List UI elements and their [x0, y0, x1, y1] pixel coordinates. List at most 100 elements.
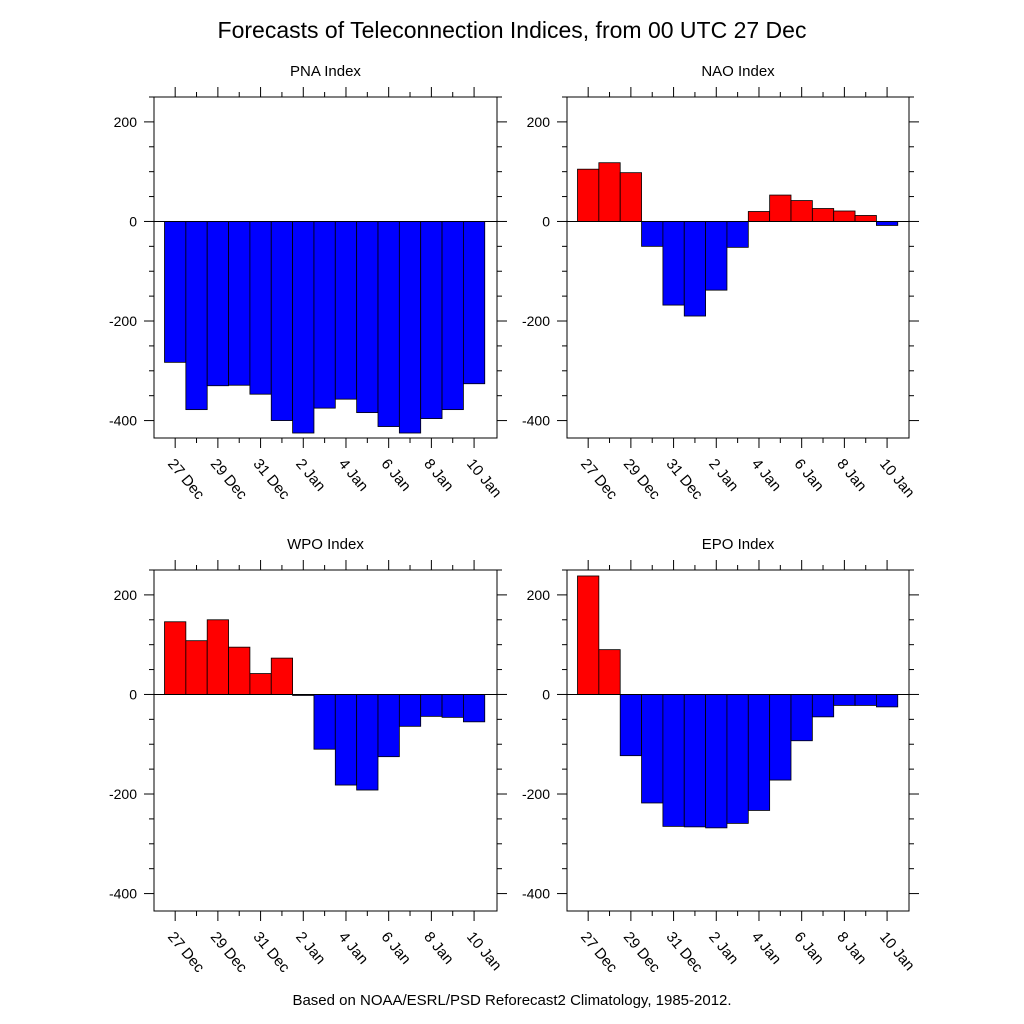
wpo-bar [185, 640, 208, 695]
epo-bar [854, 694, 877, 706]
wpo-ytick-label: 200 [114, 587, 138, 603]
pna-xtick-label: 31 Dec [250, 456, 294, 504]
wpo-bar [441, 694, 464, 718]
nao-bar [683, 221, 707, 317]
pna-ytick-label: 0 [129, 213, 137, 229]
epo-xtick-label: 29 Dec [620, 929, 664, 977]
wpo-xtick-label: 31 Dec [250, 929, 294, 977]
nao-xtick-label: 8 Jan [833, 456, 870, 495]
wpo-bar [249, 673, 272, 695]
pna-title: PNA Index [290, 63, 361, 80]
epo-bar [662, 694, 685, 827]
nao-title: NAO Index [701, 63, 775, 80]
wpo-bar [420, 694, 443, 717]
wpo-xtick-label: 29 Dec [207, 929, 251, 977]
nao-xtick-label: 2 Jan [705, 456, 742, 495]
pna-bar [462, 221, 486, 385]
pna-xtick-label: 4 Jan [335, 456, 372, 495]
pna-ytick-label: -400 [109, 413, 137, 429]
epo-xtick-label: 6 Jan [791, 929, 828, 968]
wpo-bar [228, 646, 251, 695]
epo-bar [747, 694, 771, 811]
epo-title: EPO Index [702, 536, 775, 553]
wpo-bar [462, 694, 486, 723]
footer-note: Based on NOAA/ESRL/PSD Reforecast2 Clima… [292, 992, 732, 1009]
epo-xtick-label: 10 Jan [876, 929, 918, 974]
pna-bar [441, 221, 464, 411]
pna-bar [249, 221, 272, 395]
pna-xtick-label: 2 Jan [292, 456, 329, 495]
nao-xtick-label: 4 Jan [748, 456, 785, 495]
wpo-xtick-label: 10 Jan [463, 929, 505, 974]
pna-xtick-label: 8 Jan [420, 456, 457, 495]
wpo-bar [356, 694, 379, 791]
wpo-frame [153, 569, 498, 912]
nao-xtick-label: 6 Jan [791, 456, 828, 495]
main-title: Forecasts of Teleconnection Indices, fro… [217, 17, 807, 43]
wpo-xtick-label: 27 Dec [164, 929, 208, 977]
epo-xtick-label: 31 Dec [663, 929, 707, 977]
wpo-bar [377, 694, 400, 758]
pna-bar [228, 221, 251, 386]
nao-xtick-label: 27 Dec [577, 456, 621, 504]
nao-bar [811, 208, 835, 222]
pna-xtick-label: 27 Dec [164, 456, 208, 504]
epo-ytick-label: 200 [527, 587, 551, 603]
nao-bar [876, 221, 899, 226]
wpo-bar [206, 619, 229, 695]
pna-frame [153, 96, 498, 439]
pna-bar [270, 221, 294, 421]
nao-bar [705, 221, 728, 291]
nao-ytick-label: 200 [527, 114, 551, 130]
epo-bar [705, 694, 728, 829]
pna-bar [420, 221, 443, 419]
wpo-title: WPO Index [287, 536, 364, 553]
pna-bar [206, 221, 229, 387]
pna-xtick-label: 10 Jan [463, 456, 505, 501]
nao-ytick-label: -200 [522, 313, 550, 329]
pna-bar [334, 221, 358, 400]
pna-bar [398, 221, 422, 434]
wpo-ytick-label: -400 [109, 886, 137, 902]
nao-bar [598, 162, 621, 222]
nao-bar [833, 210, 856, 222]
pna-ytick-label: 200 [114, 114, 138, 130]
epo-xtick-label: 27 Dec [577, 929, 621, 977]
pna-chart: PNA Index 200 0 -200 -400 27 Dec 29 Dec 31 Dec 2… [109, 63, 507, 503]
wpo-bar [270, 657, 294, 695]
nao-frame [566, 96, 910, 439]
nao-xtick-label: 31 Dec [663, 456, 707, 504]
nao-bar [726, 221, 749, 248]
nao-bar [641, 221, 664, 247]
nao-bar [769, 194, 792, 222]
epo-bar [577, 575, 600, 695]
nao-bar [577, 168, 600, 222]
wpo-bar [398, 694, 422, 727]
wpo-bar [313, 694, 336, 750]
nao-chart: NAO Index 200 0 -200 -400 27 Dec 29 Dec 31 Dec 2… [522, 63, 919, 503]
wpo-xtick-label: 4 Jan [335, 929, 372, 968]
wpo-bar [164, 621, 187, 695]
pna-xtick-label: 29 Dec [207, 456, 251, 504]
epo-bar [811, 694, 835, 718]
nao-ytick-label: -400 [522, 413, 550, 429]
wpo-xtick-label: 6 Jan [378, 929, 415, 968]
pna-bar [185, 221, 208, 411]
pna-bar [377, 221, 400, 427]
wpo-ytick-label: 0 [129, 686, 137, 702]
epo-ytick-label: -400 [522, 886, 550, 902]
epo-bar [683, 694, 707, 828]
pna-bar [356, 221, 379, 414]
nao-bar [854, 215, 877, 222]
wpo-xtick-label: 8 Jan [420, 929, 457, 968]
nao-ytick-label: 0 [542, 213, 550, 229]
epo-ytick-label: -200 [522, 786, 550, 802]
epo-bar [619, 694, 642, 757]
wpo-ytick-label: -200 [109, 786, 137, 802]
pna-xtick-label: 6 Jan [378, 456, 415, 495]
nao-bar [662, 221, 685, 306]
epo-xtick-label: 8 Jan [833, 929, 870, 968]
nao-bar [747, 211, 771, 222]
epo-bar [598, 649, 621, 695]
epo-xtick-label: 4 Jan [748, 929, 785, 968]
